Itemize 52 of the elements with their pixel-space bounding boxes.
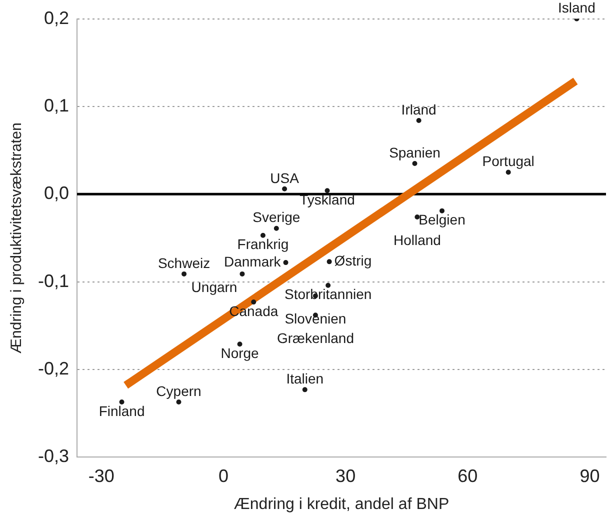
data-label: Ungarn (191, 278, 238, 295)
x-tick-label: -30 (88, 466, 114, 486)
data-label: Storbritannien (284, 286, 372, 302)
y-tick-label: -0,3 (38, 446, 70, 466)
data-label: Holland (393, 232, 441, 248)
data-label: Østrig (334, 252, 372, 269)
point (237, 342, 242, 347)
point (412, 160, 418, 166)
data-label: Grækenland (276, 330, 354, 346)
point (182, 271, 187, 276)
y-tick-label: -0,2 (38, 358, 70, 378)
x-axis-title: Ændring i kredit, andel af BNP (234, 496, 450, 513)
point (240, 271, 245, 276)
data-label: Finland (98, 402, 145, 419)
x-tick-label: 30 (336, 466, 356, 486)
data-label: Sverige (252, 209, 300, 226)
point (282, 186, 288, 192)
point (324, 188, 330, 194)
point (176, 399, 182, 404)
data-label: Norge (220, 344, 260, 361)
data-label: Irland (401, 101, 436, 118)
data-label: Danmark (224, 253, 282, 270)
data-label: Cypern (156, 382, 202, 399)
x-tick-label: 0 (218, 466, 229, 486)
data-label: Portugal (482, 153, 534, 170)
point (283, 260, 288, 266)
point (326, 259, 332, 264)
data-label: USA (270, 170, 300, 186)
point (326, 282, 331, 288)
point (416, 118, 422, 124)
y-tick-label: -0,1 (38, 270, 70, 291)
point (119, 399, 124, 404)
data-label: Tyskland (300, 192, 355, 208)
y-tick-label: 0,1 (44, 95, 70, 116)
data-label: Spanien (389, 144, 440, 160)
point (274, 226, 279, 231)
point (302, 387, 308, 392)
point (506, 170, 511, 175)
y-axis-title: Ændring i produktivitetsvækstraten (8, 122, 26, 354)
data-label: Island (558, 0, 596, 16)
point (260, 232, 266, 238)
x-tick-label: 90 (580, 466, 600, 486)
x-tick-label: 60 (458, 466, 478, 486)
data-label: Slovenien (284, 310, 346, 327)
data-label: Schweiz (158, 254, 210, 271)
data-label: Frankrig (237, 236, 289, 252)
y-tick-label: 0,0 (44, 183, 70, 204)
point (440, 208, 445, 214)
y-tick-label: 0,2 (44, 8, 70, 28)
data-label: Italien (286, 370, 324, 387)
data-label: Belgien (418, 212, 466, 228)
point (414, 214, 420, 220)
